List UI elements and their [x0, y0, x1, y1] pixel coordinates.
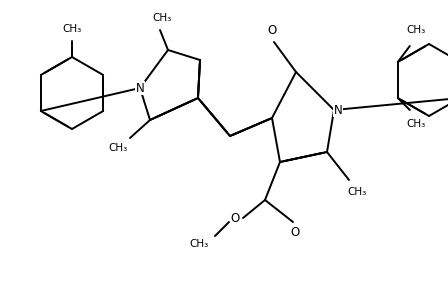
Text: CH₃: CH₃: [62, 24, 82, 34]
Text: N: N: [136, 82, 144, 94]
Text: O: O: [230, 211, 240, 225]
Text: O: O: [267, 24, 276, 37]
Text: CH₃: CH₃: [152, 13, 172, 23]
Text: CH₃: CH₃: [190, 239, 209, 249]
Text: CH₃: CH₃: [347, 187, 366, 197]
Text: CH₃: CH₃: [406, 25, 426, 35]
Text: N: N: [334, 103, 342, 117]
Text: CH₃: CH₃: [406, 119, 426, 129]
Text: O: O: [290, 226, 300, 238]
Text: CH₃: CH₃: [108, 143, 128, 153]
